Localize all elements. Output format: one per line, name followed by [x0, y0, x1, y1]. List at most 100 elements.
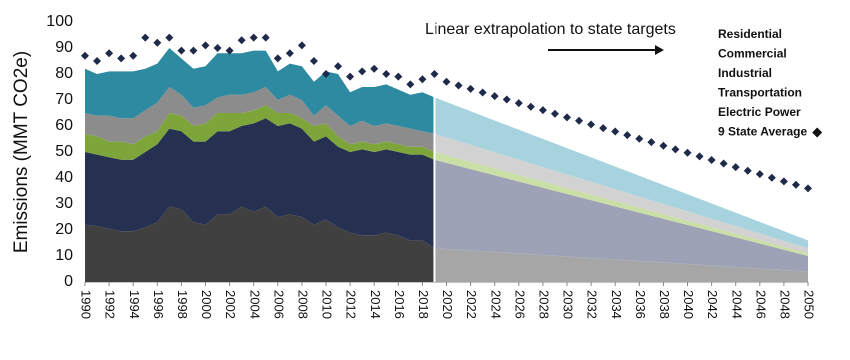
average-marker — [213, 44, 222, 52]
y-tick-label: 30 — [55, 195, 73, 212]
average-marker — [550, 109, 559, 118]
average-marker — [659, 141, 668, 150]
x-tick-label: 2004 — [247, 290, 262, 319]
area-projection — [434, 152, 808, 256]
y-tick-label: 10 — [55, 247, 73, 264]
legend-label: 9 State Average — [718, 125, 807, 139]
y-tick-label: 50 — [55, 143, 73, 160]
x-tick-label: 2038 — [657, 290, 672, 319]
average-marker — [731, 163, 740, 172]
x-tick-label: 2014 — [368, 290, 383, 319]
average-marker — [454, 81, 463, 90]
x-tick-label: 1998 — [175, 290, 190, 319]
average-marker — [105, 49, 114, 58]
average-marker — [767, 173, 776, 182]
average-marker — [635, 134, 644, 143]
average-marker — [382, 70, 391, 78]
average-marker — [575, 116, 584, 125]
x-tick-label: 2032 — [585, 290, 600, 319]
average-marker — [418, 75, 427, 84]
average-marker — [466, 84, 475, 93]
average-marker — [273, 54, 282, 63]
x-tick-label: 2042 — [705, 290, 720, 319]
average-marker — [743, 166, 752, 175]
average-marker — [117, 54, 126, 63]
y-tick-label: 0 — [64, 273, 73, 290]
y-tick-label: 90 — [55, 39, 73, 56]
average-marker — [129, 51, 138, 60]
average-marker — [285, 49, 294, 58]
average-marker — [707, 156, 716, 165]
average-marker — [237, 36, 246, 45]
average-marker — [81, 51, 89, 60]
average-marker — [490, 92, 499, 101]
average-marker — [647, 138, 656, 147]
legend-marker — [812, 127, 823, 138]
x-tick-label: 2012 — [344, 290, 359, 319]
average-marker — [189, 46, 198, 55]
x-tick-label: 1994 — [127, 290, 142, 319]
average-marker — [526, 102, 535, 111]
average-marker — [261, 33, 270, 42]
area-projection — [434, 159, 808, 272]
y-tick-label: 60 — [55, 117, 73, 134]
average-marker — [153, 38, 162, 47]
average-marker — [334, 62, 343, 71]
x-tick-label: 2000 — [199, 290, 214, 319]
legend-label: Transportation — [718, 86, 802, 100]
x-tick-label: 2022 — [464, 290, 479, 319]
average-marker — [755, 170, 764, 179]
average-marker — [478, 88, 487, 97]
y-tick-label: 20 — [55, 221, 73, 238]
average-marker — [249, 33, 258, 42]
average-marker — [322, 70, 330, 78]
y-tick-label: 70 — [55, 91, 73, 108]
average-marker — [599, 124, 608, 133]
x-tick-label: 2026 — [512, 290, 527, 319]
area — [85, 105, 435, 160]
average-marker — [141, 33, 150, 42]
x-tick-label: 2020 — [440, 290, 455, 319]
average-marker — [804, 184, 812, 193]
x-tick-label: 2028 — [536, 290, 551, 319]
average-marker — [309, 57, 318, 65]
average-marker — [406, 80, 415, 89]
y-tick-label: 40 — [55, 169, 73, 186]
y-axis-label: Emissions (MMT CO2e) — [11, 51, 32, 253]
average-marker — [370, 64, 379, 73]
x-tick-label: 2050 — [802, 290, 817, 319]
average-marker — [201, 41, 210, 50]
x-tick-label: 2010 — [320, 290, 335, 319]
average-marker — [683, 148, 692, 157]
legend-label: Commercial — [718, 47, 787, 61]
x-tick-label: 2034 — [609, 290, 624, 319]
area — [85, 206, 435, 282]
average-marker — [695, 152, 704, 161]
legend-label: Industrial — [718, 66, 772, 80]
x-tick-label: 2008 — [295, 290, 310, 319]
x-tick-label: 2046 — [753, 290, 768, 319]
x-tick-label: 2024 — [488, 290, 503, 319]
average-marker — [165, 33, 174, 42]
area — [85, 87, 435, 152]
legend-label: Residential — [718, 27, 782, 41]
area-projection — [434, 133, 808, 254]
x-tick-label: 1996 — [151, 290, 166, 319]
average-marker — [394, 72, 403, 81]
average-marker — [514, 99, 523, 108]
average-marker — [779, 177, 788, 186]
x-tick-label: 2030 — [561, 290, 576, 319]
average-marker — [623, 131, 632, 140]
average-marker — [671, 145, 680, 154]
x-tick-label: 2002 — [223, 290, 238, 319]
average-marker — [538, 106, 547, 115]
area — [85, 48, 435, 134]
legend-label: Electric Power — [718, 105, 801, 119]
average-marker — [358, 67, 367, 76]
average-marker — [225, 46, 234, 55]
y-tick-label: 100 — [46, 13, 73, 30]
average-marker — [502, 95, 511, 104]
x-tick-label: 2036 — [633, 290, 648, 319]
x-tick-label: 1992 — [103, 290, 118, 319]
